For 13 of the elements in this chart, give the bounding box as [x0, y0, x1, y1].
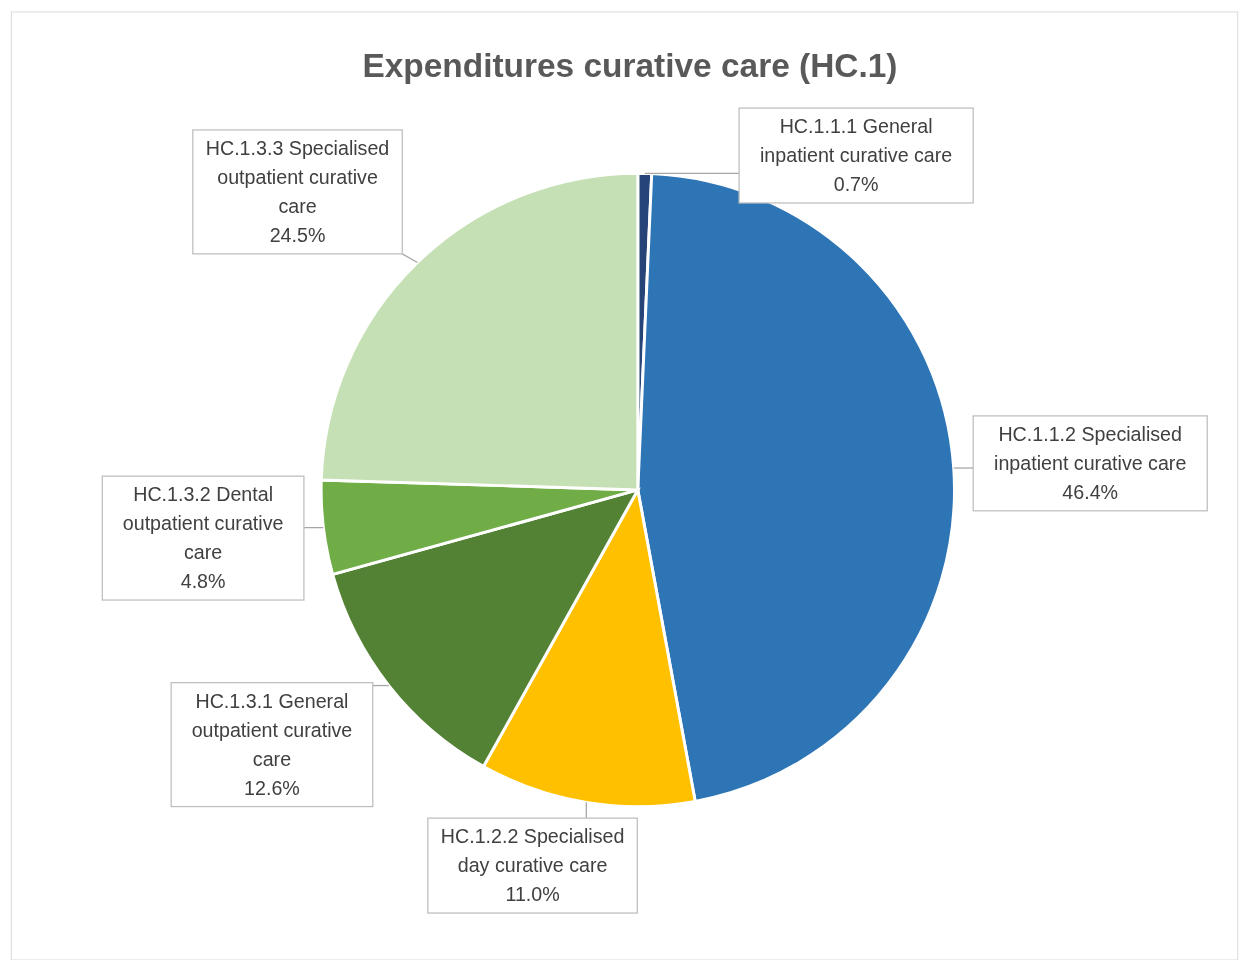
slice-label: HC.1.3.1 General outpatient curative care	[191, 689, 353, 771]
slice-label: HC.1.2.2 Specialised day curative care	[440, 825, 625, 877]
data-label: 12.6%	[244, 777, 300, 800]
data-label: 24.5%	[269, 224, 326, 247]
slice-label: HC.1.1.2 Specialised inpatient curative care	[994, 423, 1187, 475]
data-label: 46.4%	[1062, 481, 1119, 504]
data-label: 0.7%	[833, 173, 879, 196]
data-label: 4.8%	[180, 570, 226, 593]
chart-title: Expenditures curative care (HC.1)	[362, 46, 898, 84]
slice-label: HC.1.1.1 General inpatient curative care	[759, 115, 953, 167]
slice-label: HC.1.3.2 Dental outpatient curative care	[122, 483, 284, 564]
data-label: 11.0%	[505, 883, 560, 906]
slice-label: HC.1.3.3 Specialised outpatient curative care	[205, 137, 390, 218]
